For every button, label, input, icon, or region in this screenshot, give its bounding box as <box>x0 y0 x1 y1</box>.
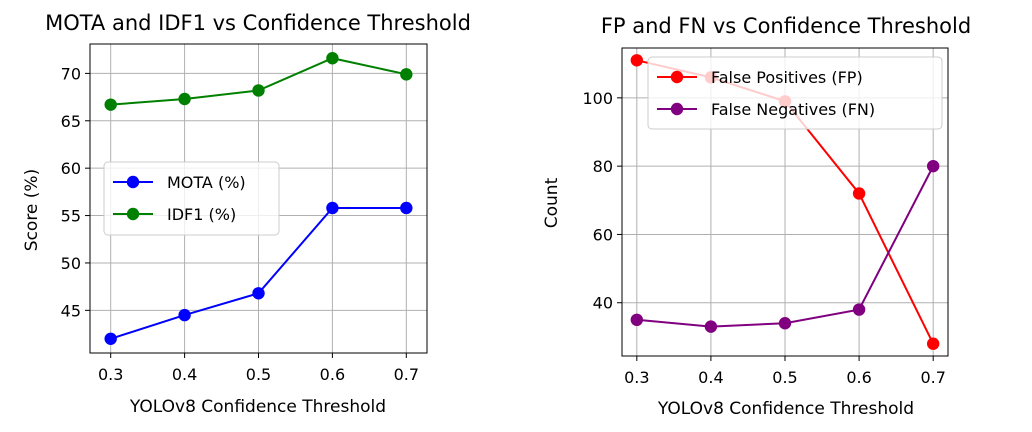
legend-swatch-marker <box>126 207 140 221</box>
chart-fp-fn: FP and FN vs Confidence Threshold YOLOv8… <box>542 14 971 419</box>
y-tick-label: 45 <box>61 301 81 320</box>
data-point <box>252 84 265 97</box>
data-point <box>926 159 940 173</box>
x-tick-label: 0.4 <box>172 365 197 384</box>
x-tick-label: 0.5 <box>772 368 797 387</box>
data-point <box>630 54 644 67</box>
x-ticks: 0.3 0.4 0.5 0.6 0.7 <box>624 356 946 387</box>
data-point <box>178 308 191 322</box>
y-axis-label: Count <box>542 177 562 228</box>
data-point <box>104 332 117 345</box>
legend-swatch-marker <box>670 70 684 84</box>
legend-box <box>647 56 943 130</box>
x-tick-label: 0.5 <box>246 365 271 384</box>
y-tick-label: 70 <box>61 64 81 83</box>
x-axis-label: YOLOv8 Confidence Threshold <box>657 399 914 419</box>
plot-frame <box>621 47 949 357</box>
data-point <box>630 313 644 327</box>
legend-item: MOTA (%) <box>113 173 246 192</box>
legend-label: False Negatives (FN) <box>711 100 875 119</box>
x-tick-label: 0.3 <box>624 368 649 387</box>
legend-swatch-marker <box>126 175 140 189</box>
chart-title: FP and FN vs Confidence Threshold <box>601 14 971 38</box>
legend-label: IDF1 (%) <box>167 205 236 224</box>
series-1 <box>104 201 413 345</box>
y-tick-label: 80 <box>593 157 613 176</box>
legend: MOTA (%) IDF1 (%) <box>103 161 280 236</box>
y-tick-label: 55 <box>61 207 81 226</box>
x-tick-label: 0.6 <box>846 368 871 387</box>
data-point <box>852 187 866 200</box>
x-tick-label: 0.6 <box>320 365 345 384</box>
legend-item: False Negatives (FN) <box>657 100 875 119</box>
x-tick-label: 0.7 <box>394 365 419 384</box>
legend: False Positives (FP) False Negatives (FN) <box>647 56 943 130</box>
data-point <box>704 320 718 333</box>
legend-box <box>103 161 280 236</box>
x-tick-label: 0.4 <box>698 368 723 387</box>
x-tick-label: 0.7 <box>920 368 945 387</box>
data-point <box>778 317 792 330</box>
y-tick-label: 40 <box>593 294 613 313</box>
y-tick-label: 60 <box>61 159 81 178</box>
legend-label: False Positives (FP) <box>711 68 863 87</box>
legend-swatch-marker <box>670 102 684 116</box>
y-ticks: 45 50 55 60 65 70 <box>61 64 90 320</box>
data-point <box>926 337 940 350</box>
y-ticks: 40 60 80 100 <box>582 89 622 313</box>
plot-frame <box>89 43 428 354</box>
x-ticks: 0.3 0.4 0.5 0.6 0.7 <box>98 353 419 384</box>
data-point <box>852 303 866 316</box>
chart-title: MOTA and IDF1 vs Confidence Threshold <box>45 11 471 35</box>
y-tick-label: 60 <box>593 225 613 244</box>
data-point <box>400 68 413 81</box>
data-point <box>326 201 339 215</box>
series-2 <box>104 52 413 111</box>
y-tick-label: 100 <box>582 89 613 108</box>
chart-mota-idf1: MOTA and IDF1 vs Confidence Threshold YO… <box>22 11 471 417</box>
y-tick-label: 65 <box>61 112 81 131</box>
data-point <box>252 287 265 300</box>
x-tick-label: 0.3 <box>98 365 123 384</box>
data-point <box>400 201 413 215</box>
series <box>104 52 413 345</box>
legend-item: False Positives (FP) <box>657 68 863 87</box>
y-axis-label: Score (%) <box>22 169 42 251</box>
data-point <box>326 52 339 65</box>
legend-item: IDF1 (%) <box>113 205 236 224</box>
legend-label: MOTA (%) <box>167 173 246 192</box>
data-point <box>104 98 117 111</box>
y-tick-label: 50 <box>61 254 81 273</box>
data-point <box>178 92 191 106</box>
x-axis-label: YOLOv8 Confidence Threshold <box>129 397 386 417</box>
series-2 <box>630 159 940 333</box>
